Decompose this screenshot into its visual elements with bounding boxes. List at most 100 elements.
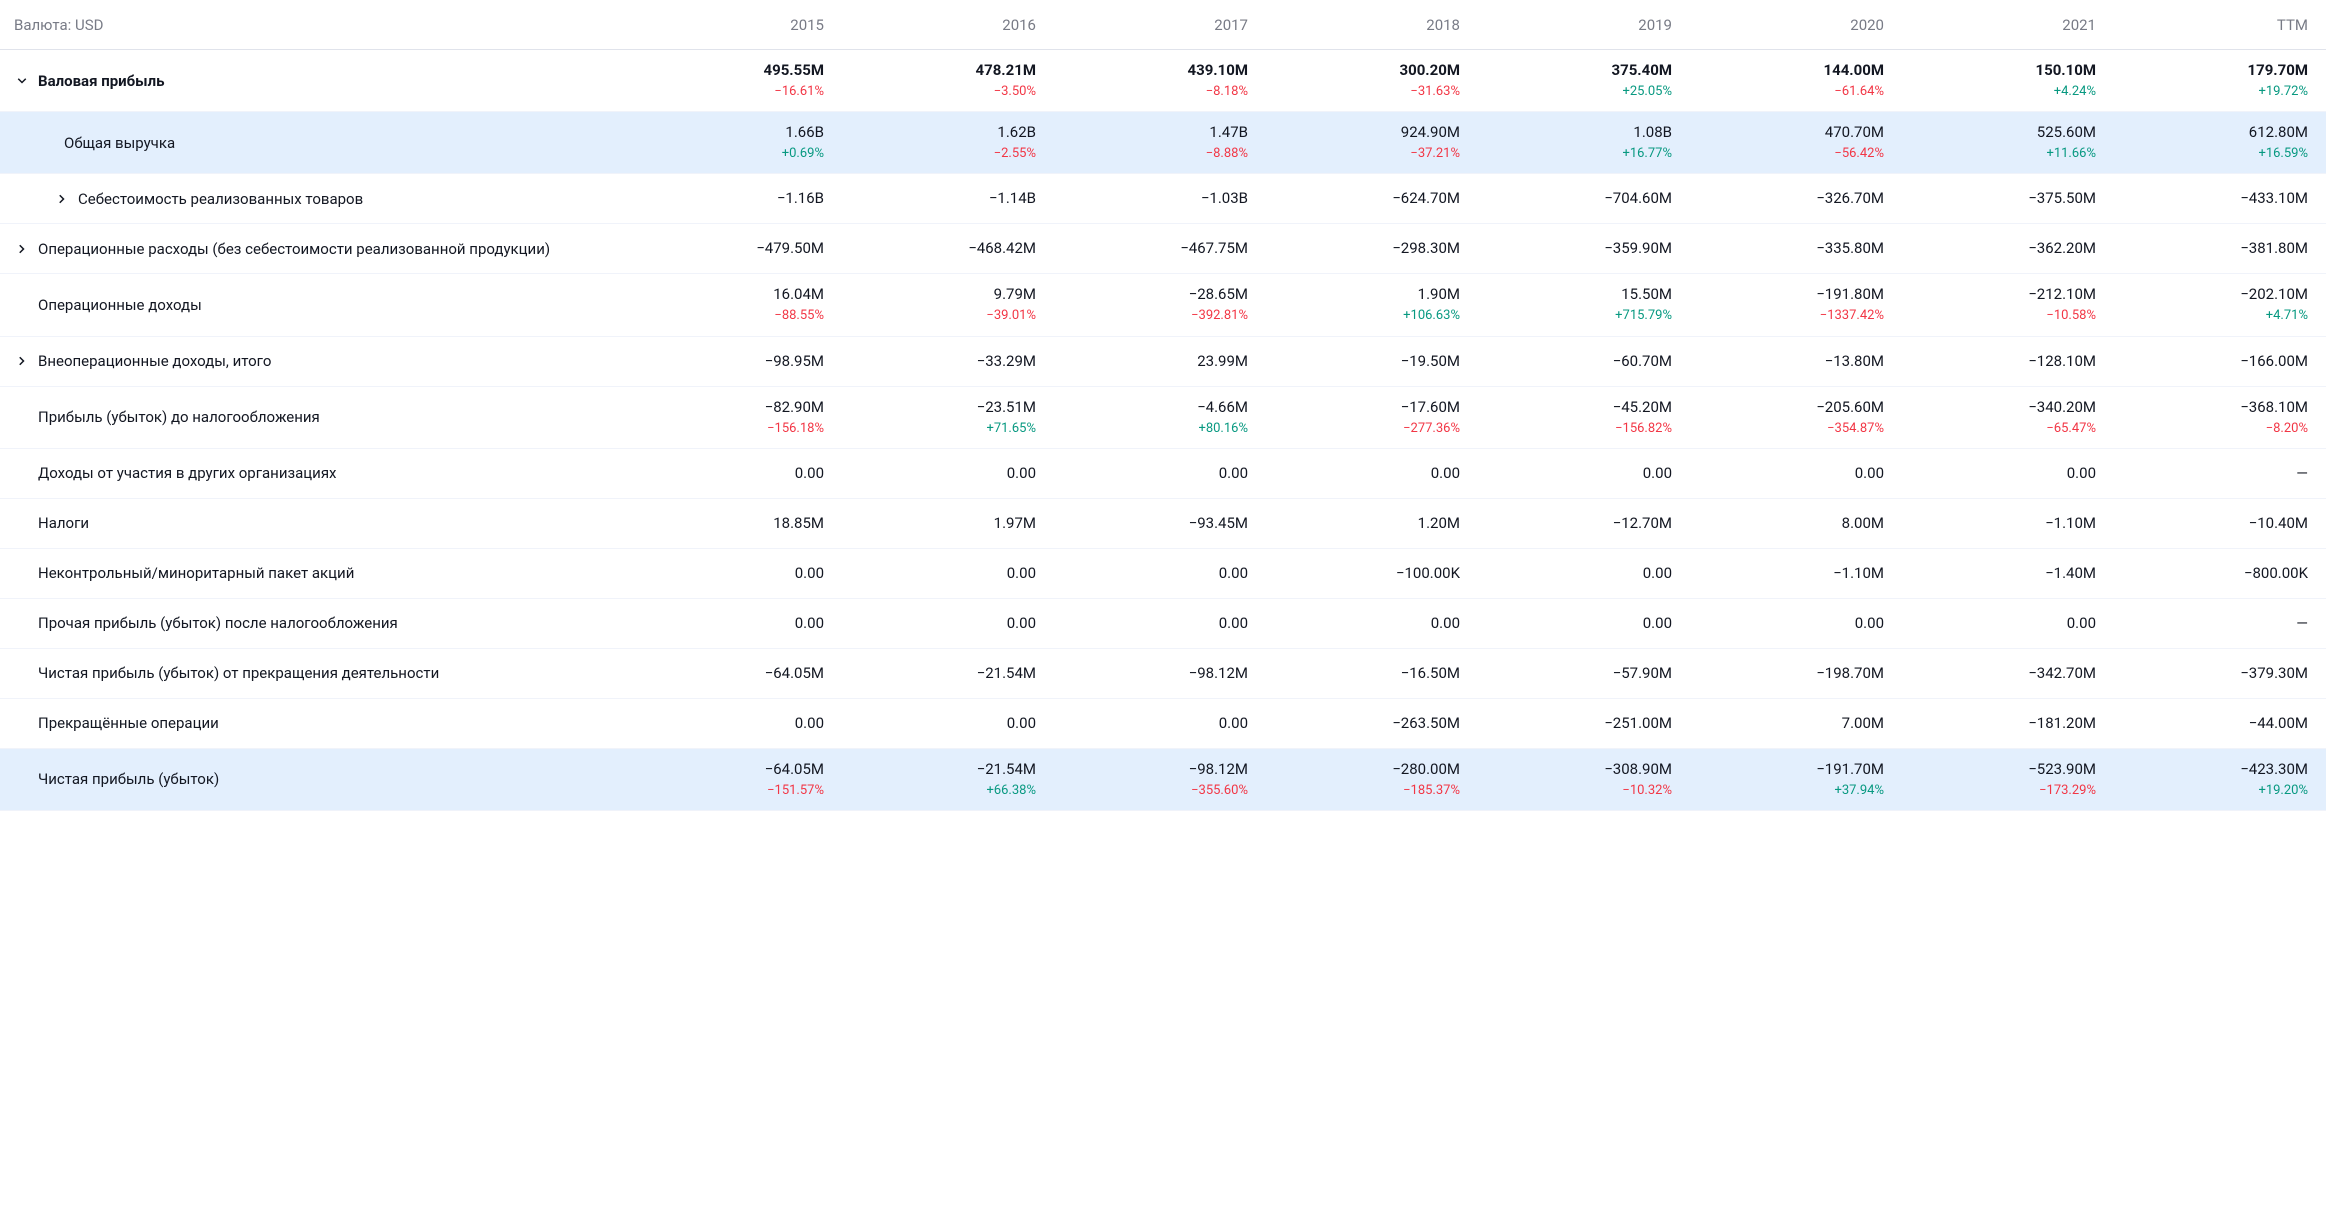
cell-value: −800.00K: [2114, 563, 2308, 584]
value-cell: −1.40M: [1902, 563, 2114, 584]
table-row: Себестоимость реализованных товаров−1.16…: [0, 174, 2326, 224]
value-cell: 1.62B−2.55%: [842, 122, 1054, 163]
cell-change: +80.16%: [1054, 420, 1248, 438]
cell-value: 144.00M: [1690, 60, 1884, 81]
value-cell: −64.05M: [630, 663, 842, 684]
row-label-cell: Чистая прибыль (убыток) от прекращения д…: [0, 664, 630, 682]
cell-value: −10.40M: [2114, 513, 2308, 534]
cell-value: 439.10M: [1054, 60, 1248, 81]
cell-value: −64.05M: [630, 663, 824, 684]
cell-change: +715.79%: [1478, 307, 1672, 325]
value-cell: 924.90M−37.21%: [1266, 122, 1478, 163]
cell-value: −16.50M: [1266, 663, 1460, 684]
value-cell: 495.55M−16.61%: [630, 60, 842, 101]
value-cell: 0.00: [1690, 613, 1902, 634]
table-row: Операционные доходы16.04M−88.55%9.79M−39…: [0, 274, 2326, 336]
cell-change: −173.29%: [1902, 782, 2096, 800]
cell-change: +19.20%: [2114, 782, 2308, 800]
cell-value: 0.00: [630, 613, 824, 634]
value-cell: −433.10M: [2114, 188, 2326, 209]
cell-value: −335.80M: [1690, 238, 1884, 259]
col-header: 2018: [1266, 16, 1478, 34]
row-label-cell: Неконтрольный/миноритарный пакет акций: [0, 564, 630, 582]
cell-value: 0.00: [1054, 563, 1248, 584]
value-cell: 0.00: [842, 613, 1054, 634]
row-label-cell: Прибыль (убыток) до налогообложения: [0, 408, 630, 426]
row-label-cell: Внеоперационные доходы, итого: [0, 352, 630, 370]
cell-value: −98.95M: [630, 351, 824, 372]
cell-value: −308.90M: [1478, 759, 1672, 780]
cell-value: −479.50M: [630, 238, 824, 259]
value-cell: −375.50M: [1902, 188, 2114, 209]
cell-change: −151.57%: [630, 782, 824, 800]
cell-change: −65.47%: [1902, 420, 2096, 438]
cell-change: −31.63%: [1266, 83, 1460, 101]
cell-value: 0.00: [842, 463, 1036, 484]
value-cell: −33.29M: [842, 351, 1054, 372]
value-cell: 1.08B+16.77%: [1478, 122, 1690, 163]
cell-value: −379.30M: [2114, 663, 2308, 684]
cell-value: 179.70M: [2114, 60, 2308, 81]
cell-change: −39.01%: [842, 307, 1036, 325]
table-row: Неконтрольный/миноритарный пакет акций 0.…: [0, 549, 2326, 599]
chevron-right-icon[interactable]: [14, 241, 30, 257]
value-cell: 7.00M: [1690, 713, 1902, 734]
value-cell: 1.66B +0.69%: [630, 122, 842, 163]
cell-value: 495.55M: [630, 60, 824, 81]
col-header: 2020: [1690, 16, 1902, 34]
cell-value: 1.66B: [630, 122, 824, 143]
value-cell: 16.04M−88.55%: [630, 284, 842, 325]
cell-change: −8.18%: [1054, 83, 1248, 101]
cell-value: −191.70M: [1690, 759, 1884, 780]
value-cell: 18.85M: [630, 513, 842, 534]
cell-value: −93.45M: [1054, 513, 1248, 534]
cell-change: +11.66%: [1902, 145, 2096, 163]
value-cell: −280.00M−185.37%: [1266, 759, 1478, 800]
cell-value: 150.10M: [1902, 60, 2096, 81]
cell-change: +4.24%: [1902, 83, 2096, 101]
row-label: Прибыль (убыток) до налогообложения: [38, 408, 320, 426]
cell-value: −433.10M: [2114, 188, 2308, 209]
col-header: 2016: [842, 16, 1054, 34]
value-cell: −10.40M: [2114, 513, 2326, 534]
cell-value: −1.10M: [1690, 563, 1884, 584]
chevron-right-icon[interactable]: [14, 353, 30, 369]
chevron-right-icon[interactable]: [54, 191, 70, 207]
table-row: Прибыль (убыток) до налогообложения−82.9…: [0, 387, 2326, 449]
value-cell: −335.80M: [1690, 238, 1902, 259]
cell-value: —: [2114, 613, 2308, 634]
value-cell: −191.70M+37.94%: [1690, 759, 1902, 800]
row-label: Налоги: [38, 514, 89, 532]
row-label-cell: Доходы от участия в других организациях: [0, 464, 630, 482]
row-label: Чистая прибыль (убыток): [38, 770, 219, 788]
cell-value: −33.29M: [842, 351, 1036, 372]
value-cell: −523.90M−173.29%: [1902, 759, 2114, 800]
table-row: Валовая прибыль495.55M−16.61%478.21M−3.5…: [0, 50, 2326, 112]
cell-value: −298.30M: [1266, 238, 1460, 259]
value-cell: −19.50M: [1266, 351, 1478, 372]
cell-change: +0.69%: [630, 145, 824, 163]
cell-value: −368.10M: [2114, 397, 2308, 418]
value-cell: −23.51M+71.65%: [842, 397, 1054, 438]
value-cell: 0.00: [1478, 613, 1690, 634]
chevron-down-icon[interactable]: [14, 73, 30, 89]
row-label: Прочая прибыль (убыток) после налогообло…: [38, 614, 398, 632]
value-cell: 150.10M +4.24%: [1902, 60, 2114, 101]
cell-value: 0.00: [1478, 463, 1672, 484]
value-cell: −479.50M: [630, 238, 842, 259]
value-cell: 478.21M−3.50%: [842, 60, 1054, 101]
value-cell: −60.70M: [1478, 351, 1690, 372]
cell-change: −8.20%: [2114, 420, 2308, 438]
cell-value: −467.75M: [1054, 238, 1248, 259]
value-cell: −423.30M+19.20%: [2114, 759, 2326, 800]
table-row: Чистая прибыль (убыток) от прекращения д…: [0, 649, 2326, 699]
value-cell: −44.00M: [2114, 713, 2326, 734]
table-row: Чистая прибыль (убыток)−64.05M−151.57%−2…: [0, 749, 2326, 811]
value-cell: −17.60M−277.36%: [1266, 397, 1478, 438]
value-cell: 0.00: [842, 713, 1054, 734]
value-cell: 0.00: [842, 463, 1054, 484]
cell-value: −60.70M: [1478, 351, 1672, 372]
cell-value: 0.00: [1902, 613, 2096, 634]
value-cell: 0.00: [630, 613, 842, 634]
cell-value: 1.20M: [1266, 513, 1460, 534]
